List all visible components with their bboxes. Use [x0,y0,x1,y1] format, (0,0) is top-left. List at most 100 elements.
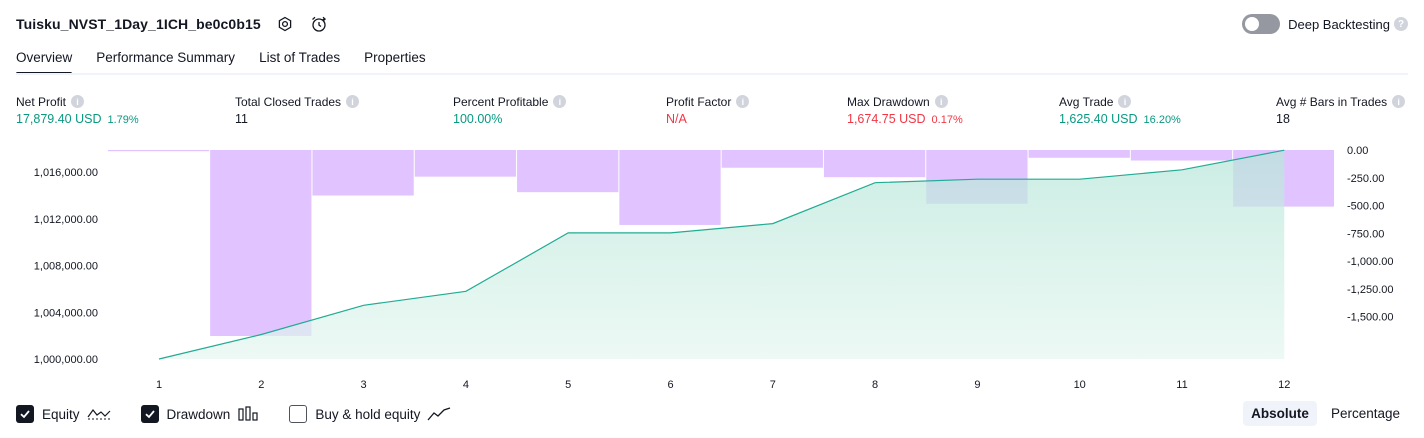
right-axis-tick-label: -1,500.00 [1347,312,1393,324]
equity-layer [158,149,1285,360]
info-icon[interactable]: i [1118,95,1132,108]
info-icon[interactable]: i [346,95,360,108]
equity-line-icon [87,406,111,422]
strategy-header: Tuisku_NVST_1Day_1ICH_be0c0b15 [16,12,329,36]
tab-overview[interactable]: Overview [16,44,73,75]
drawdown-bar[interactable] [619,150,721,225]
metric-label: Total Closed Trades [235,94,342,109]
x-axis-tick-label: 7 [770,379,776,391]
right-axis-tick-label: -250.00 [1347,173,1384,185]
drawdown-bar[interactable] [1130,150,1233,161]
left-axis-tick-label: 1,016,000.00 [34,167,98,179]
drawdown-bar[interactable] [823,150,926,178]
drawdown-bar[interactable] [517,150,619,193]
right-axis-tick-label: 0.00 [1347,145,1368,157]
metric-percent-profitable: Percent Profitable i 100.00% [453,93,567,126]
legend-label: Buy & hold equity [315,406,421,422]
equity-area [159,150,1285,359]
left-axis-tick-label: 1,000,000.00 [34,354,98,366]
legend-equity[interactable]: Equity [16,405,111,423]
drawdown-bars-icon [237,406,259,422]
drawdown-bar[interactable] [414,150,517,177]
metric-percent: 16.20% [1143,114,1181,126]
metric-value: N/A [666,112,687,126]
right-axis-tick-label: -1,250.00 [1347,284,1393,296]
equity-checkbox[interactable] [16,405,34,423]
tab-performance-summary[interactable]: Performance Summary [96,50,236,65]
right-axis-tick-label: -500.00 [1347,201,1384,213]
info-icon[interactable]: i [553,95,567,108]
metric-label: Percent Profitable [453,94,549,109]
deep-backtesting-label: Deep Backtesting [1288,16,1390,32]
metric-total-closed-trades: Total Closed Trades i 11 [235,93,360,126]
drawdown-bar[interactable] [721,150,823,168]
left-axis-tick-label: 1,008,000.00 [34,261,98,273]
help-icon[interactable]: ? [1394,17,1408,31]
x-axis-tick-label: 4 [463,379,469,391]
tabs-divider [16,73,1408,75]
mode-absolute[interactable]: Absolute [1243,401,1317,426]
x-axis-tick-label: 9 [974,379,980,391]
info-icon[interactable]: i [736,95,750,108]
drawdown-bar[interactable] [108,150,210,152]
right-axis-tick-label: -1,000.00 [1347,256,1393,268]
legend-label: Equity [42,406,80,422]
drawdown-checkbox[interactable] [140,405,159,423]
right-axis-tick-label: -750.00 [1347,228,1384,240]
metric-avg-trade: Avg Trade i 1,625.40 USD 16.20% [1059,93,1181,127]
x-axis-tick-label: 8 [872,379,878,391]
drawdown-bar[interactable] [1028,150,1130,158]
legend-drawdown[interactable]: Drawdown [140,405,260,423]
info-icon[interactable]: i [1392,95,1406,108]
metric-value: 1,625.40 USD [1059,112,1138,126]
tab-properties[interactable]: Properties [364,50,426,65]
metric-value: 11 [235,112,248,126]
metric-label: Max Drawdown [847,94,930,109]
metric-label: Profit Factor [666,94,732,109]
x-axis-tick-label: 10 [1074,379,1086,391]
left-axis-tick-label: 1,004,000.00 [34,307,98,319]
equity-drawdown-chart[interactable]: 1,000,000.00 1,004,000.00 1,008,000.00 1,01… [0,140,1424,398]
metric-value: 17,879.40 USD [16,112,102,126]
alarm-clock-icon[interactable] [309,14,329,34]
metric-value: 18 [1276,112,1290,126]
metric-label: Avg Trade [1059,94,1114,109]
metric-label: Avg # Bars in Trades [1276,94,1388,109]
chart-legend: Equity Drawdown Buy & hold equity [16,403,481,425]
deep-backtesting: Deep Backtesting ? [1242,13,1408,35]
equity-line [158,149,1285,360]
deep-backtesting-toggle[interactable] [1242,14,1281,34]
x-axis-tick-label: 2 [258,379,264,391]
metric-value: 1,674.75 USD [847,112,926,126]
strategy-title: Tuisku_NVST_1Day_1ICH_be0c0b15 [16,16,261,32]
metric-percent: 0.17% [931,114,963,126]
settings-icon[interactable] [275,14,295,34]
drawdown-layer [108,150,1334,336]
metric-net-profit: Net Profit i 17,879.40 USD 1.79% [16,93,139,127]
info-icon[interactable]: i [71,95,85,108]
x-axis-tick-label: 1 [156,379,162,391]
toggle-knob [1245,17,1260,31]
x-axis-tick-label: 5 [565,379,571,391]
x-axis-tick-label: 12 [1278,379,1290,391]
metric-avg-bars: Avg # Bars in Trades i 18 [1276,93,1406,126]
x-axis-tick-label: 11 [1176,379,1187,391]
metric-value: 100.00% [453,112,503,126]
legend-label: Drawdown [166,406,231,422]
axes-layer: 1,000,000.00 1,004,000.00 1,008,000.00 1,01… [34,145,1394,391]
buy-hold-checkbox[interactable] [289,405,308,423]
metric-max-drawdown: Max Drawdown i 1,674.75 USD 0.17% [847,93,963,127]
mode-percentage[interactable]: Percentage [1330,406,1400,421]
x-axis-tick-label: 6 [667,379,673,391]
left-axis-tick-label: 1,012,000.00 [34,214,98,226]
metric-profit-factor: Profit Factor i N/A [666,93,750,126]
tab-bar: Overview Performance Summary List of Tra… [16,44,450,75]
metric-percent: 1.79% [107,114,139,126]
info-icon[interactable]: i [934,95,948,108]
drawdown-bar[interactable] [312,150,414,196]
buy-hold-line-icon [427,406,451,422]
legend-buy-hold[interactable]: Buy & hold equity [289,405,451,423]
value-mode-switch: Absolute Percentage [1237,401,1408,426]
drawdown-bar[interactable] [210,150,312,336]
tab-list-of-trades[interactable]: List of Trades [259,50,341,65]
